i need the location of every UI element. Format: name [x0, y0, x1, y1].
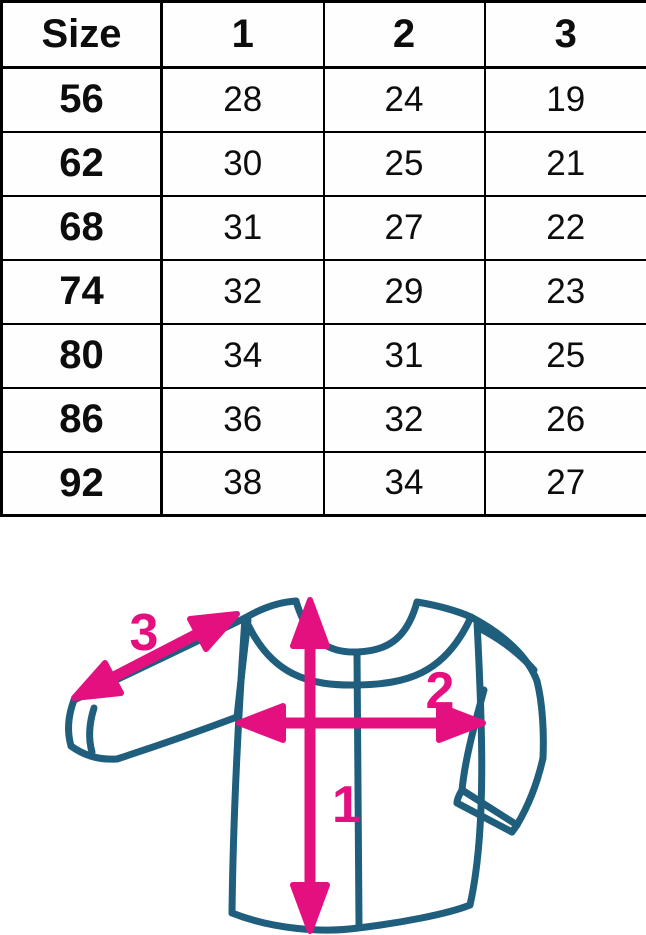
measurement-cell: 27	[322, 194, 486, 261]
measurement-cell: 26	[483, 386, 646, 453]
right-cuff-corner	[508, 821, 521, 836]
measurement-arrows: 1 2 3	[71, 597, 486, 934]
table-row: 86 36 32 26	[0, 386, 646, 453]
measurement-cell: 25	[322, 130, 486, 197]
left-shoulder-edge	[241, 597, 300, 622]
sleeve-arrow-3: 3	[71, 604, 240, 701]
arrow-3-head-upper	[187, 611, 240, 652]
right-shoulder-edge	[413, 598, 475, 621]
size-cell: 56	[0, 66, 163, 133]
size-cell: 68	[0, 194, 163, 261]
table-row: 74 32 29 23	[0, 258, 646, 325]
arrow-3-head-lower	[71, 660, 124, 701]
measurement-cell: 25	[483, 322, 646, 389]
measurement-cell: 32	[322, 386, 486, 453]
header-size: Size	[0, 0, 163, 69]
measurement-cell: 31	[322, 322, 486, 389]
table-row: 80 34 31 25	[0, 322, 646, 389]
measurement-cell: 36	[160, 386, 325, 453]
arrow-label-3: 3	[130, 604, 159, 662]
arrow-1-head-bottom	[290, 882, 330, 934]
arrow-1-head-top	[290, 597, 330, 649]
measurement-cell: 23	[483, 258, 646, 325]
right-sleeve-inner	[458, 686, 488, 794]
length-arrow-1: 1	[290, 597, 361, 934]
right-sleeve-seam	[475, 624, 538, 674]
size-cell: 62	[0, 130, 163, 197]
left-armhole-seam	[233, 616, 252, 721]
size-cell: 92	[0, 450, 163, 517]
measurement-cell: 19	[483, 66, 646, 133]
left-cuff-bottom	[67, 742, 121, 763]
arrow-label-1: 1	[332, 776, 361, 834]
measurement-cell: 31	[160, 194, 325, 261]
table-row: 62 30 25 21	[0, 130, 646, 197]
center-front-line	[353, 648, 363, 929]
measurement-cell: 27	[483, 450, 646, 517]
measurement-cell: 38	[160, 450, 325, 517]
arrow-3-shaft	[105, 626, 206, 685]
table-row: 92 38 34 27	[0, 450, 646, 517]
size-cell: 74	[0, 258, 163, 325]
left-cuff-outer	[65, 696, 78, 750]
measurement-cell: 22	[483, 194, 646, 261]
size-cell: 80	[0, 322, 163, 389]
garment-measurement-diagram: 1 2 3	[0, 530, 646, 935]
measurement-cell: 32	[160, 258, 325, 325]
shirt-diagram-svg: 1 2 3	[65, 597, 547, 934]
right-cuff-top	[458, 786, 521, 829]
size-cell: 86	[0, 386, 163, 453]
measurement-cell: 29	[322, 258, 486, 325]
left-cuff-seam	[86, 704, 98, 756]
right-cuff-bottom	[453, 799, 516, 836]
arrow-2-head-right	[436, 703, 486, 743]
right-sleeve-outer	[467, 613, 547, 762]
left-sleeve-bottom	[113, 713, 241, 763]
body-right-edge	[466, 618, 486, 909]
header-measure-3: 3	[483, 0, 646, 69]
width-arrow-2: 2	[236, 662, 486, 743]
arrow-2-head-left	[236, 703, 286, 743]
body-hem	[228, 901, 474, 934]
header-measure-2: 2	[322, 0, 486, 69]
measurement-cell: 34	[160, 322, 325, 389]
right-cuff-right-edge	[513, 754, 547, 829]
measurement-cell: 24	[322, 66, 486, 133]
measurement-cell: 30	[160, 130, 325, 197]
table-row: 56 28 24 19	[0, 66, 646, 133]
size-table: Size 1 2 3 56 28 24 19 62 30 25 21 68 31	[0, 0, 646, 517]
measurement-cell: 28	[160, 66, 325, 133]
right-cuff-left-edge	[453, 786, 466, 807]
table-row: 68 31 27 22	[0, 194, 646, 261]
measurement-cell: 34	[322, 450, 486, 517]
arrow-label-2: 2	[426, 662, 455, 720]
header-row: Size 1 2 3	[0, 0, 646, 69]
header-measure-1: 1	[160, 0, 325, 69]
measurement-cell: 21	[483, 130, 646, 197]
